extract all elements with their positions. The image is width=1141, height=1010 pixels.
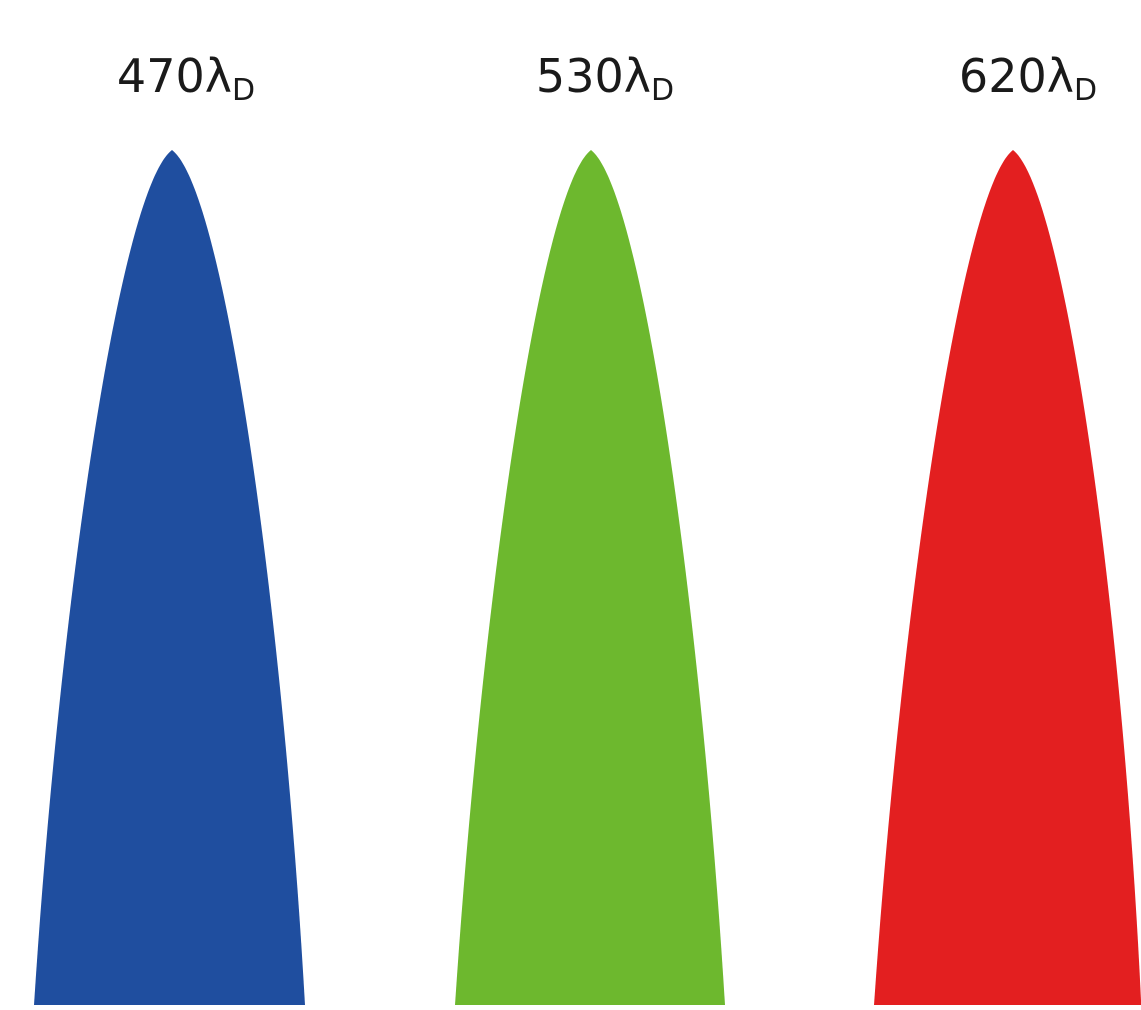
peak-620: 620λD <box>874 49 1141 1005</box>
red-peak-shape <box>874 150 1141 1005</box>
blue-peak-shape <box>34 150 305 1005</box>
peak-label-530: 530λD <box>536 49 674 108</box>
peak-470: 470λD <box>34 49 305 1005</box>
peak-label-620: 620λD <box>959 49 1097 108</box>
green-peak-shape <box>455 150 725 1005</box>
peak-label-470: 470λD <box>117 49 255 108</box>
peak-530: 530λD <box>455 49 725 1005</box>
